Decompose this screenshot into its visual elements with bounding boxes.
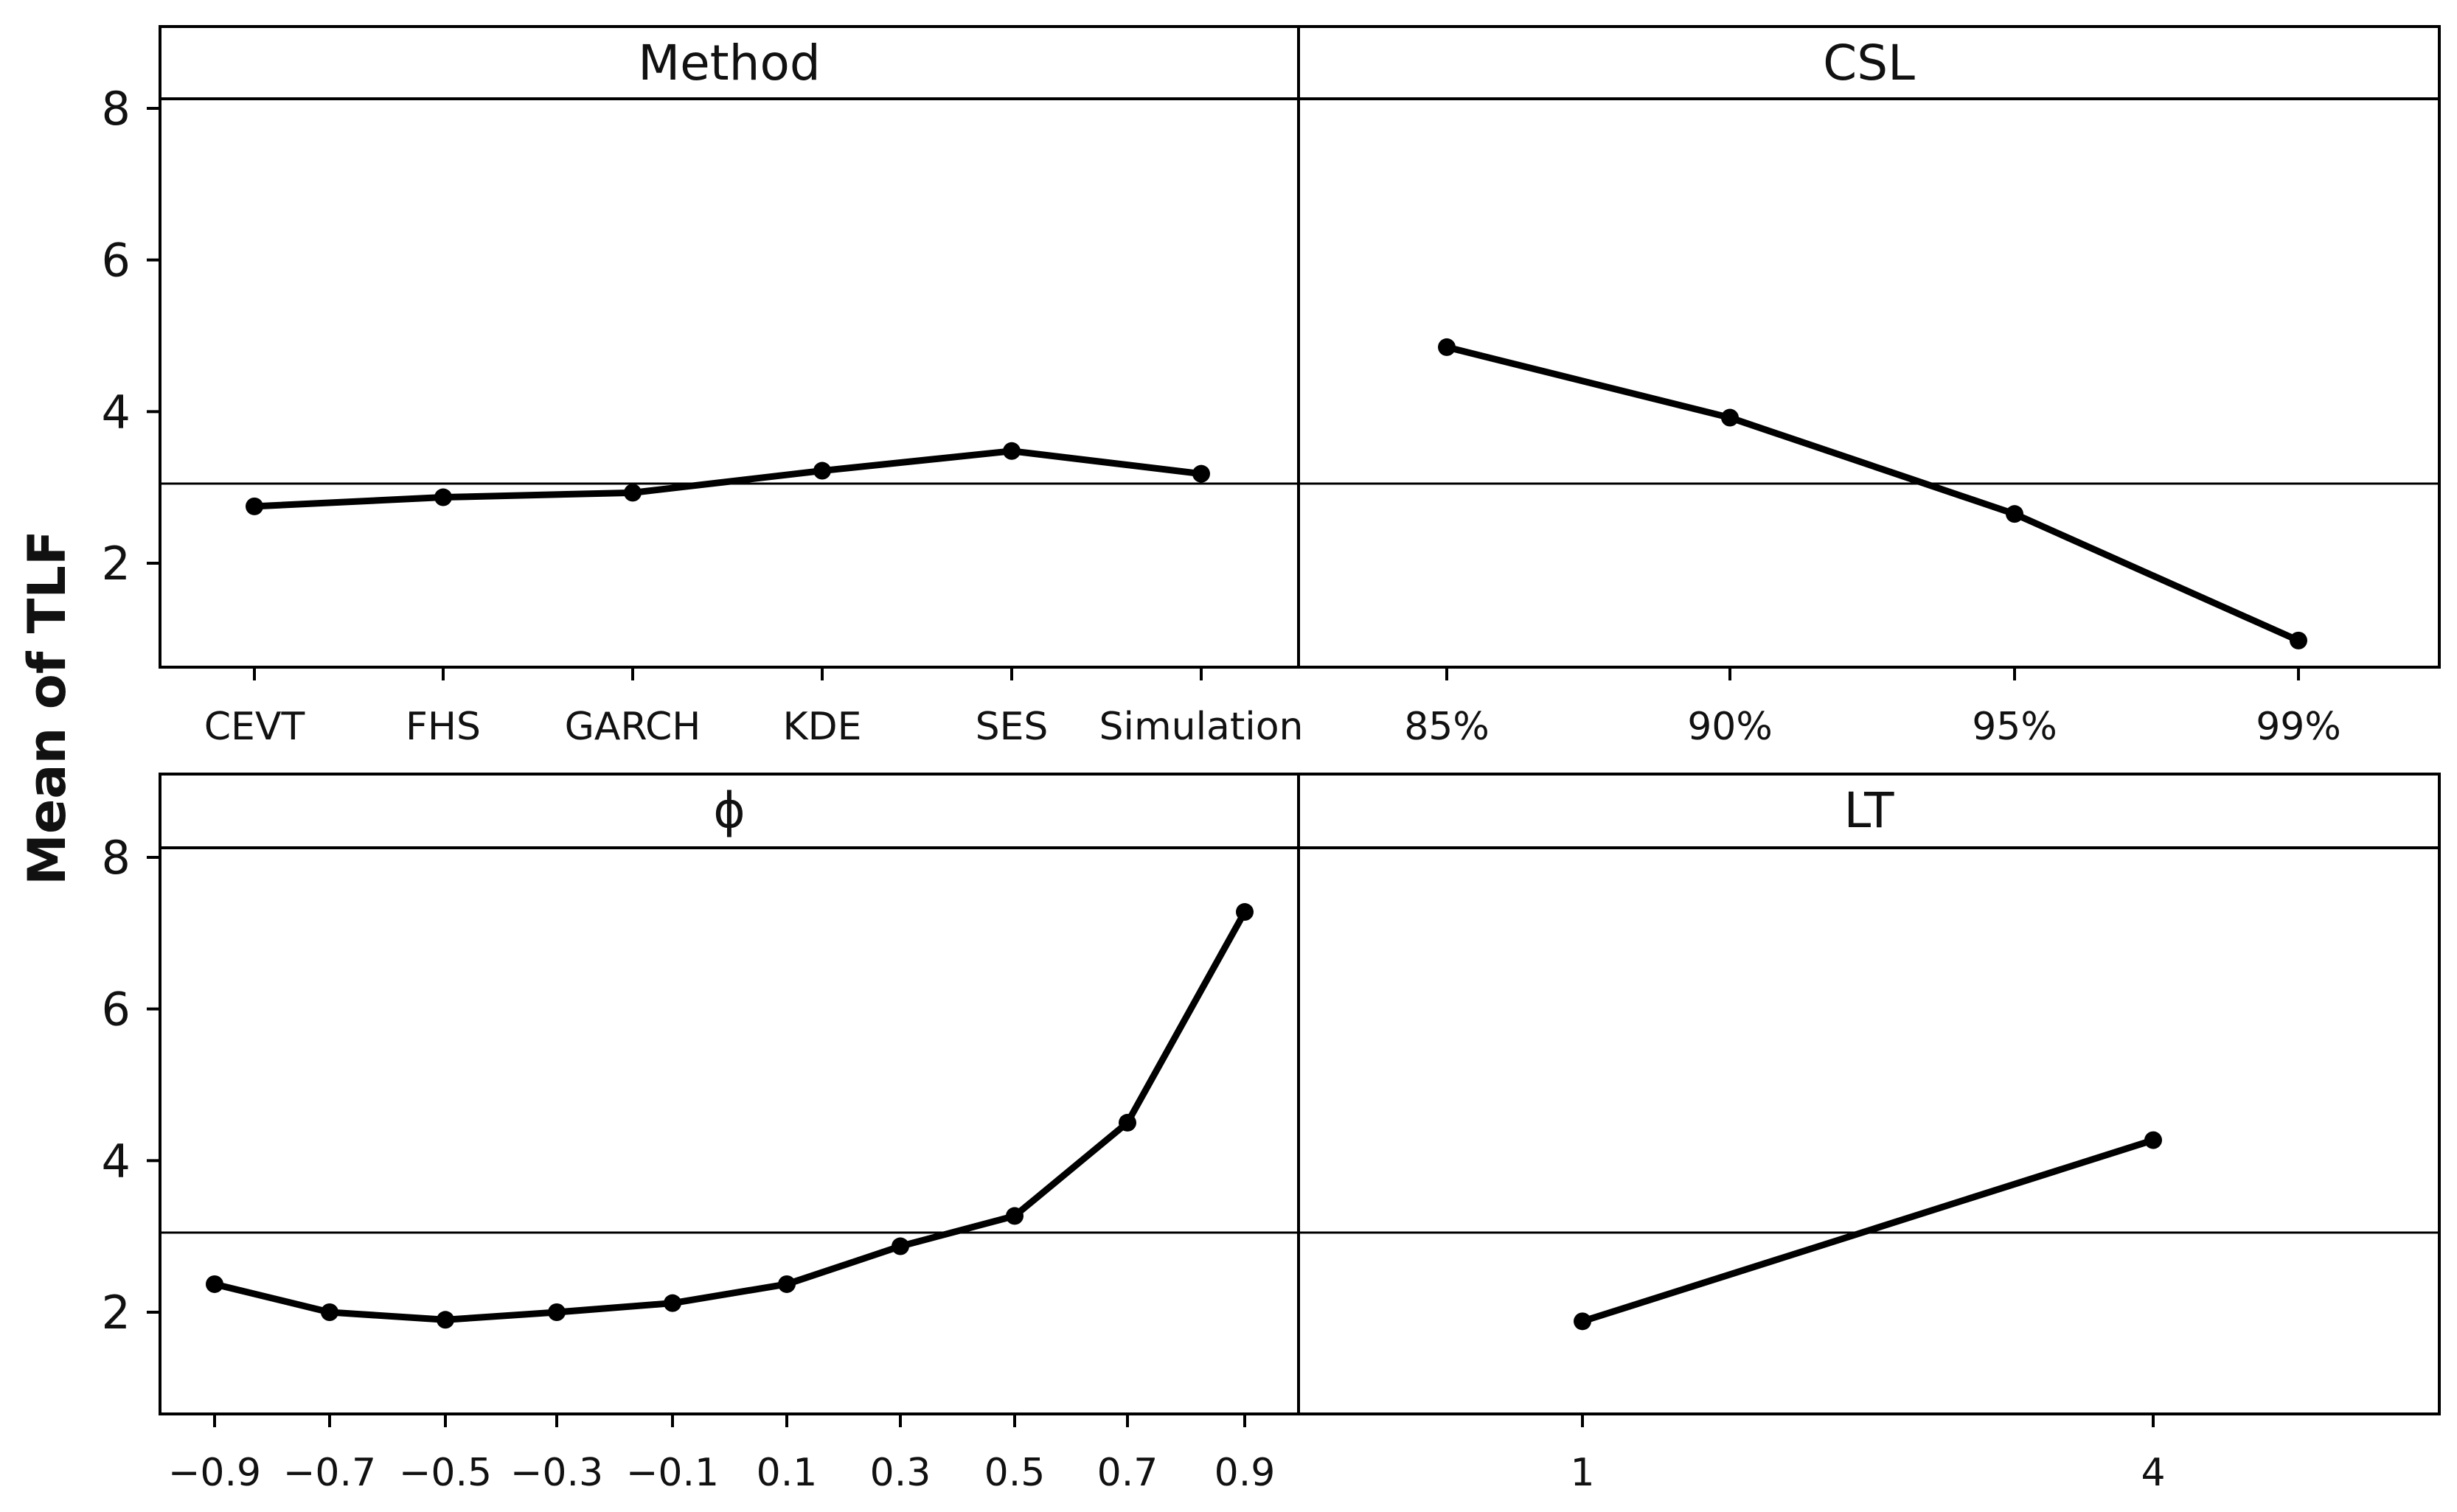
data-point (2290, 631, 2307, 649)
series-line (1581, 1137, 2155, 1325)
x-tick-label: FHS (406, 705, 481, 749)
data-point (2144, 1131, 2162, 1149)
x-tick-label: 0.9 (1214, 1451, 1276, 1495)
series-line (1445, 344, 2300, 644)
data-point (813, 461, 831, 480)
x-tick-label: −0.9 (168, 1451, 261, 1495)
x-tick-label: GARCH (565, 705, 701, 749)
x-tick-label: KDE (783, 705, 862, 749)
x-tick-label: −0.1 (626, 1451, 719, 1495)
data-point (1574, 1312, 1591, 1331)
x-tick-label: 85% (1404, 705, 1490, 749)
x-tick-label: CEVT (204, 705, 305, 749)
data-point (1119, 1113, 1136, 1132)
y-tick-label-six: 6 (102, 234, 131, 288)
x-tick-label: 0.1 (757, 1451, 818, 1495)
data-point (1003, 442, 1021, 460)
data-point (548, 1303, 566, 1321)
data-point (2006, 505, 2023, 523)
x-tick-label: −0.7 (283, 1451, 376, 1495)
data-point (778, 1275, 796, 1293)
data-point (1721, 408, 1739, 427)
series-line (213, 910, 1248, 1323)
y-axis-label: Mean of TLF (17, 530, 77, 885)
data-point (892, 1237, 909, 1255)
x-tick-label: 90% (1687, 705, 1773, 749)
x-tick-label: 1 (1570, 1451, 1594, 1495)
x-tick-label: 99% (2256, 705, 2341, 749)
series-line (254, 447, 1202, 510)
data-point (206, 1275, 223, 1293)
data-point (321, 1303, 338, 1321)
y-tick-label-four: 4 (102, 1134, 131, 1188)
data-point (246, 497, 263, 515)
x-tick-label: 0.5 (984, 1451, 1046, 1495)
x-tick-label: −0.5 (399, 1451, 492, 1495)
panel-title: ϕ (713, 782, 746, 839)
x-tick-label: 95% (1972, 705, 2057, 749)
x-tick-label: 4 (2141, 1451, 2165, 1495)
y-tick-label-eight: 8 (102, 82, 131, 136)
panel-title: LT (1844, 782, 1895, 839)
data-point (1438, 338, 1456, 356)
data-point (1006, 1207, 1024, 1225)
x-tick-label: 0.3 (870, 1451, 931, 1495)
x-tick-label: SES (976, 705, 1049, 749)
y-tick-label-eight: 8 (102, 831, 131, 885)
data-point (624, 484, 642, 502)
panel-title: Method (638, 35, 821, 91)
x-tick-label: Simulation (1099, 705, 1304, 749)
panel-title: CSL (1823, 35, 1915, 91)
data-point (1236, 903, 1254, 922)
x-tick-label: −0.3 (510, 1451, 603, 1495)
data-point (664, 1294, 681, 1312)
data-point (434, 488, 452, 506)
y-tick-label-six: 6 (102, 983, 131, 1037)
data-point (1192, 464, 1210, 483)
data-point (437, 1311, 454, 1329)
y-tick-label-four: 4 (102, 385, 131, 439)
y-tick-label-two: 2 (102, 1286, 131, 1339)
x-tick-label: 0.7 (1097, 1451, 1158, 1495)
y-tick-label-two: 2 (102, 537, 131, 590)
